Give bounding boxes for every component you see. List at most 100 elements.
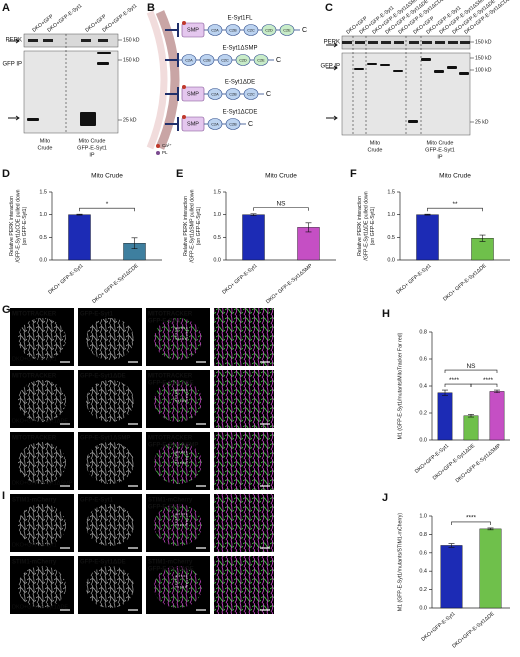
error-bar: [448, 543, 455, 548]
y-tick-label: 0.6: [419, 356, 427, 362]
bar: [242, 214, 265, 261]
significance-label: NS: [466, 363, 476, 370]
channel-label: GFP-E-Syt1: [80, 312, 114, 318]
panel-letter: F: [350, 168, 357, 180]
y-tick-label: 0.5: [39, 235, 47, 241]
construct-name: E-Syt1ΔDE: [225, 80, 255, 86]
perk-band: [355, 41, 365, 44]
error-bar: [250, 213, 257, 216]
group-label: Crude: [38, 145, 53, 151]
cell: [86, 442, 134, 484]
perk-band: [81, 39, 91, 42]
y-tick-label: 0.5: [387, 235, 395, 241]
domain-label: SMP: [187, 121, 199, 127]
perk-band: [43, 39, 53, 42]
channel-label: GFP-E-Syt1ΔDE: [80, 560, 126, 566]
perk-band: [435, 41, 445, 44]
merge-label: MITOTRACKER: [148, 374, 193, 380]
bar: [440, 545, 463, 609]
sig-bracket: [253, 207, 309, 211]
perk-band: [381, 41, 391, 44]
y-axis-label: /GFP-E-Syt1ΔDE pulled down: [363, 191, 369, 260]
group-label: Crude: [368, 147, 383, 153]
perk-band: [28, 39, 38, 42]
bar: [479, 528, 502, 609]
legend-ca: [156, 144, 160, 148]
y-axis-label: (on GFP-E-Syt1): [22, 206, 28, 245]
y-tick-label: 0.0: [419, 605, 427, 611]
significance-label: ****: [449, 377, 460, 384]
merge-label: GFP-E-Syt1: [148, 505, 182, 511]
merge-label: GFP-E-Syt1ΔDE: [148, 381, 194, 387]
ip-band: [421, 58, 431, 61]
cell: [18, 442, 66, 484]
y-tick-label: 0.8: [419, 329, 427, 335]
arrow: [326, 65, 338, 71]
ip-band: [80, 112, 96, 126]
c-terminus: C: [266, 91, 271, 98]
domain-label: C2C: [221, 59, 229, 63]
ip-band: [367, 63, 377, 65]
perk-band: [368, 41, 378, 44]
y-axis-label: Relative PERK interaction: [9, 196, 15, 256]
row-label: PERK: [324, 40, 340, 46]
arrow: [326, 42, 338, 48]
ip-band: [97, 62, 109, 65]
y-tick-label: 0.2: [419, 410, 427, 416]
arrow: [8, 115, 20, 121]
zoom-box: [175, 389, 188, 402]
domain-label: C2A: [211, 29, 219, 33]
domain-label: C2E: [283, 29, 291, 33]
channel-label: STIM1-mCherry: [12, 498, 57, 504]
panel-letter: I: [2, 490, 5, 502]
domain-label: SMP: [187, 91, 199, 97]
panel-letter: C: [325, 2, 333, 14]
marker-label: 150 kD: [123, 57, 140, 63]
legend-label: PL: [162, 150, 168, 155]
y-tick-label: 1.0: [387, 212, 395, 218]
legend-label: Ca²⁺: [162, 143, 172, 148]
y-axis-label: (on GFP-E-Syt1): [196, 206, 202, 245]
c-terminus: C: [302, 27, 307, 34]
merge-label: GFP-E-Syt1ΔSMP: [148, 443, 198, 449]
x-tick-label: DKO+GFP-E-Syt1ΔSMP: [455, 443, 503, 485]
error-bar: [305, 222, 312, 233]
zoom-box: [175, 513, 188, 526]
error-bar: [131, 237, 138, 249]
domain-label: C2B: [229, 93, 237, 97]
marker-label: 150 kD: [475, 55, 492, 61]
y-tick-label: 1.0: [39, 212, 47, 218]
cell: [18, 504, 66, 546]
cell: [18, 566, 66, 608]
domain-label: C2B: [229, 123, 237, 127]
significance-label: ****: [466, 515, 477, 522]
chart-title: Mito Crude: [265, 173, 297, 180]
significance-label: ****: [483, 377, 494, 384]
bar: [416, 214, 439, 261]
domain-label: C2A: [185, 59, 193, 63]
group-label: Mito: [370, 140, 380, 146]
y-axis-label: /GFP-E-Syt1ΔSMP pulled down: [189, 189, 195, 262]
construct-name: E-Syt1FL: [227, 16, 253, 22]
merge-label: GFP-E-Syt1ΔDE: [148, 567, 194, 573]
c-terminus: C: [276, 57, 281, 64]
perk-band: [409, 41, 419, 44]
chart-title: Mito Crude: [91, 173, 123, 180]
y-tick-label: 0.2: [419, 587, 427, 593]
cell: [86, 504, 134, 546]
domain-label: C2B: [203, 59, 211, 63]
perk-band: [448, 41, 458, 44]
y-axis-label: /GFP-E-Syt1ΔCDE pulled down: [15, 189, 21, 262]
panel-letter: A: [2, 2, 10, 14]
error-bar: [76, 213, 83, 216]
domain-label: C2A: [211, 123, 219, 127]
smp-lipid: [182, 85, 186, 89]
x-tick-label: DKO+ GFP-E-Syt1: [221, 263, 258, 296]
perk-band: [342, 41, 352, 44]
error-bar: [468, 414, 474, 418]
panel-letter: B: [147, 2, 155, 14]
micrograph: [214, 308, 274, 366]
ip-band: [380, 64, 390, 66]
y-tick-label: 0.5: [213, 235, 221, 241]
